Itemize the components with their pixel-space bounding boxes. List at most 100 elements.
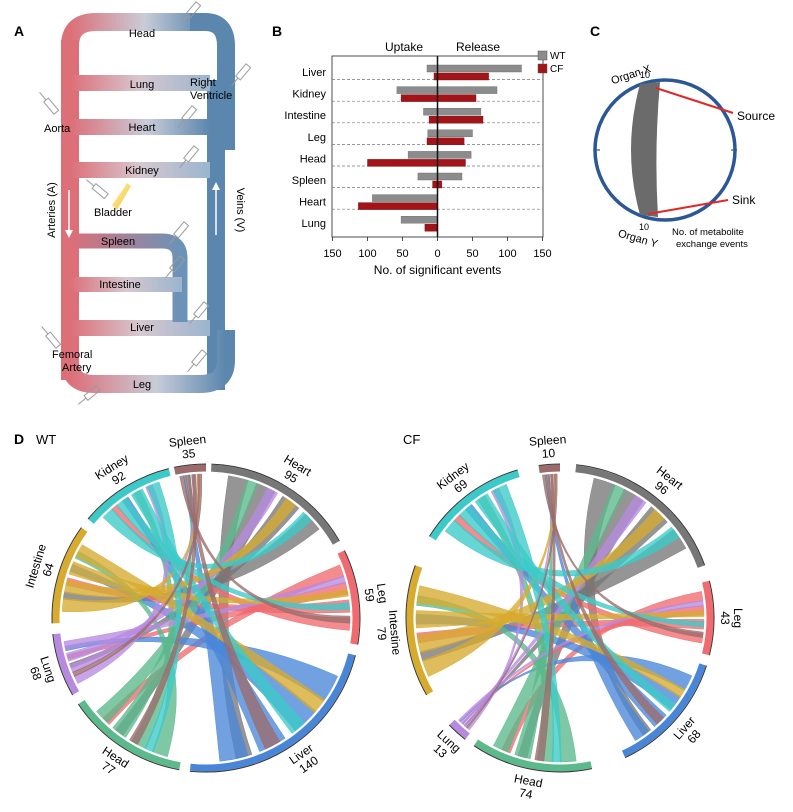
category-label: Liver	[302, 67, 326, 79]
heart-branch	[70, 119, 210, 135]
catheter-icon	[177, 105, 198, 128]
segment-arcs: Heart95Leg59Liver140Head77Lung68Intestin…	[22, 432, 391, 778]
bar-cf-uptake	[358, 202, 438, 210]
release-header: Release	[456, 40, 500, 54]
ribbon-spleen	[542, 474, 704, 638]
bar-wt-release	[437, 86, 498, 94]
chord-circle	[593, 78, 737, 222]
category-label: Heart	[299, 197, 326, 209]
segment-value: 35	[181, 446, 196, 461]
kidney-branch	[70, 162, 210, 178]
segment-tick-arc	[428, 469, 518, 537]
segment-arc-lung	[449, 719, 470, 739]
segment-tick-arc	[473, 745, 593, 773]
bar-cf-uptake	[424, 223, 438, 232]
segment-tick-arc	[189, 655, 356, 773]
catheter-icon	[165, 255, 186, 278]
bar-wt-uptake	[427, 129, 438, 138]
organ-label-intestine: Intestine	[99, 279, 141, 291]
cf-title: CF	[403, 432, 420, 447]
femoral-label-1: Femoral	[52, 349, 92, 361]
arteries-label: Arteries (A)	[46, 182, 58, 238]
organ-label-lung: Lung	[130, 79, 154, 91]
catheter-icon	[86, 179, 109, 200]
ribbon-kidney	[116, 497, 350, 611]
bar-wt-uptake	[426, 64, 438, 73]
bar-wt-uptake	[407, 151, 438, 159]
veins-label: Veins (V)	[234, 188, 246, 233]
legend-label-wt: WT	[550, 51, 566, 62]
ribbon-spleen	[129, 474, 198, 745]
ribbon-lung	[63, 575, 346, 650]
catheter-icon	[78, 384, 101, 405]
segment-name: Spleen	[168, 432, 207, 450]
segment-arc-leg	[702, 580, 714, 656]
segment-arc-head	[78, 699, 181, 770]
organ-label-leg: Leg	[133, 379, 151, 391]
bladder-label: Bladder	[94, 207, 132, 219]
bar-wt-uptake	[423, 107, 438, 116]
category-label: Intestine	[284, 110, 326, 122]
segment-value: 43	[718, 611, 732, 625]
segment-tick-arc	[211, 463, 340, 542]
segment-label-intestine: Intestine79	[373, 609, 404, 657]
segment-tick-arc	[51, 527, 82, 624]
x-tick-labels: 150 100 50 0 50 100 150	[323, 237, 552, 260]
segment-arc-heart	[211, 464, 339, 545]
right-ventricle-label-2: Ventricle	[190, 90, 232, 102]
ribbon-kidney	[492, 484, 562, 763]
catheter-icon	[41, 326, 62, 349]
organ-label-liver: Liver	[130, 322, 154, 334]
segment-label-leg: Leg59	[361, 582, 391, 606]
right-ventricle-label-1: Right	[190, 77, 216, 89]
caption-line-1: No. of metabolite	[672, 227, 744, 238]
segment-tick-arc	[173, 463, 207, 468]
bar-wt-release	[437, 64, 522, 73]
catheter-icon	[187, 349, 208, 372]
segment-arc-liver	[189, 653, 355, 772]
category-label: Head	[300, 153, 326, 165]
ribbon-intestine	[416, 509, 665, 654]
ribbon-kidney	[144, 481, 182, 753]
source-pointer	[655, 87, 734, 114]
bar-cf-release	[437, 94, 477, 102]
right-vein-top	[190, 12, 235, 150]
category-label: Leg	[308, 132, 326, 144]
panel-c-legend-diagram: C Organ X 10 Source Sink 10 Organ Y No. …	[590, 23, 775, 251]
spleen-loop	[70, 233, 188, 322]
segment-arc-head	[474, 739, 592, 772]
ribbon-spleen	[185, 474, 281, 750]
example-chord	[631, 82, 660, 217]
x-axis-label: No. of significant events	[374, 263, 501, 277]
bar-wt-uptake	[372, 194, 438, 202]
legend-label-cf: CF	[550, 64, 563, 75]
sink-pointer	[647, 199, 729, 215]
bar-cf-release	[437, 159, 466, 167]
organ-label-kidney: Kidney	[125, 165, 159, 177]
bars	[358, 64, 522, 232]
segment-arcs: Heart96Leg43Liver68Head74Lung13Intestine…	[373, 432, 745, 802]
bar-wt-release	[437, 172, 463, 181]
panel-label-c: C	[590, 23, 600, 39]
bar-cf-uptake	[367, 159, 438, 167]
bladder-shape	[112, 183, 131, 210]
ribbon-intestine	[416, 585, 686, 698]
segment-value: 95	[282, 467, 301, 486]
panel-label-d: D	[14, 431, 24, 447]
ribbons	[61, 473, 351, 762]
segment-tick-arc	[576, 464, 706, 566]
segment-tick-arc	[77, 703, 180, 771]
organ-label-spleen: Spleen	[101, 236, 135, 248]
bar-cf-uptake	[428, 115, 438, 124]
ribbon-spleen	[179, 475, 351, 624]
panel-label-b: B	[272, 23, 282, 39]
caption-line-2: exchange events	[676, 239, 748, 250]
bar-wt-uptake	[400, 215, 438, 224]
ribbons	[415, 473, 705, 763]
segment-tick-arc	[87, 468, 169, 520]
legend-swatch-wt	[537, 50, 548, 61]
vein-flow-arrow	[212, 182, 220, 190]
x-tick-label: 100	[498, 248, 516, 260]
segment-tick-arc	[405, 565, 428, 696]
bar-cf-uptake	[400, 94, 438, 102]
